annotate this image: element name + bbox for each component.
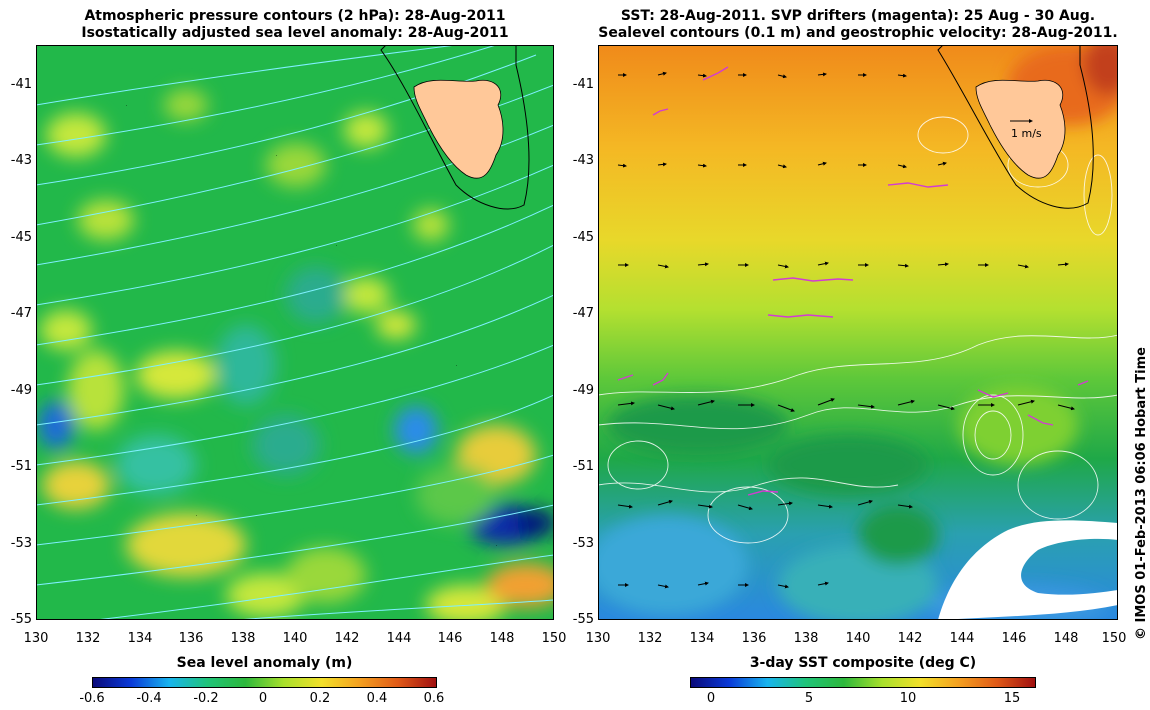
sst-map: 1 m/s xyxy=(598,45,1118,620)
colorbar-tick: -0.4 xyxy=(136,691,162,706)
colorbar-tick: 15 xyxy=(1003,691,1021,706)
colorbar-tick: 0.2 xyxy=(309,691,331,706)
lat-tick: -53 xyxy=(572,536,594,551)
tasmania-land xyxy=(937,45,1094,209)
colorbar-tick: -0.2 xyxy=(193,691,219,706)
sea-level-anomaly-map xyxy=(36,45,554,620)
sla-colorbar-title: Sea level anomaly (m) xyxy=(176,655,353,671)
lon-tick: 136 xyxy=(741,631,767,646)
lat-tick: -51 xyxy=(572,459,594,474)
lon-tick: 134 xyxy=(689,631,715,646)
colorbar-tick: 0.4 xyxy=(366,691,388,706)
lon-tick: 142 xyxy=(334,631,360,646)
colorbar-tick: -0.6 xyxy=(79,691,105,706)
lat-tick: -43 xyxy=(572,153,594,168)
lon-tick: 136 xyxy=(178,631,204,646)
lon-tick: 138 xyxy=(793,631,819,646)
right-title-line2: Sealevel contours (0.1 m) and geostrophi… xyxy=(598,25,1118,41)
colorbar-tick: 0.6 xyxy=(423,691,445,706)
lon-tick: 148 xyxy=(489,631,515,646)
lat-tick: -49 xyxy=(10,383,32,398)
sst-colorbar xyxy=(690,677,1036,688)
lon-tick: 144 xyxy=(386,631,412,646)
colorbar-tick: 0 xyxy=(706,691,716,706)
lon-tick: 138 xyxy=(230,631,256,646)
imos-credit: © IMOS 01-Feb-2013 06:06 Hobart Time xyxy=(1134,347,1149,640)
left-panel-title: Atmospheric pressure contours (2 hPa): 2… xyxy=(36,8,554,42)
lat-tick: -45 xyxy=(10,230,32,245)
sla-colorbar xyxy=(92,677,437,688)
lon-tick: 150 xyxy=(1101,631,1127,646)
svp-drifters xyxy=(617,66,1089,496)
sst-map-svg: 1 m/s xyxy=(598,45,1118,620)
lon-tick: 130 xyxy=(585,631,611,646)
sla-anomaly-field xyxy=(38,89,554,620)
right-panel-title: SST: 28-Aug-2011. SVP drifters (magenta)… xyxy=(598,8,1118,42)
lon-tick: 140 xyxy=(282,631,308,646)
lon-tick: 144 xyxy=(949,631,975,646)
sla-map-svg xyxy=(36,45,554,620)
tasmania-land xyxy=(380,45,530,210)
lon-tick: 132 xyxy=(75,631,101,646)
right-title-line1: SST: 28-Aug-2011. SVP drifters (magenta)… xyxy=(620,8,1096,24)
pressure-contours xyxy=(36,45,554,620)
lon-tick: 150 xyxy=(541,631,567,646)
lon-tick: 134 xyxy=(127,631,153,646)
left-title-line1: Atmospheric pressure contours (2 hPa): 2… xyxy=(84,8,506,24)
lat-tick: -47 xyxy=(10,306,32,321)
colorbar-tick: 5 xyxy=(804,691,814,706)
sst-colorbar-title: 3-day SST composite (deg C) xyxy=(749,655,977,671)
lon-tick: 142 xyxy=(897,631,923,646)
lat-tick: -41 xyxy=(10,77,32,92)
lat-tick: -53 xyxy=(10,536,32,551)
lon-tick: 148 xyxy=(1053,631,1079,646)
sealevel-contours xyxy=(598,116,1118,544)
lat-tick: -55 xyxy=(10,612,32,627)
lat-tick: -49 xyxy=(572,383,594,398)
lat-tick: -47 xyxy=(572,306,594,321)
lon-tick: 130 xyxy=(23,631,49,646)
sla-frame xyxy=(36,45,554,620)
lat-tick: -43 xyxy=(10,153,32,168)
lat-tick: -41 xyxy=(572,77,594,92)
scale-label: 1 m/s xyxy=(1011,127,1042,140)
velocity-scale: 1 m/s xyxy=(1010,119,1042,140)
lon-tick: 132 xyxy=(637,631,663,646)
sla-stipple xyxy=(126,105,497,546)
lat-tick: -55 xyxy=(572,612,594,627)
lon-tick: 140 xyxy=(845,631,871,646)
lat-tick: -51 xyxy=(10,459,32,474)
lat-tick: -45 xyxy=(572,230,594,245)
missing-data-patch xyxy=(938,520,1118,620)
sst-frame xyxy=(598,45,1118,620)
lon-tick: 146 xyxy=(1001,631,1027,646)
velocity-vectors xyxy=(617,71,1075,589)
colorbar-tick: 0 xyxy=(258,691,268,706)
colorbar-tick: 10 xyxy=(899,691,917,706)
lon-tick: 146 xyxy=(437,631,463,646)
left-title-line2: Isostatically adjusted sea level anomaly… xyxy=(81,25,509,41)
